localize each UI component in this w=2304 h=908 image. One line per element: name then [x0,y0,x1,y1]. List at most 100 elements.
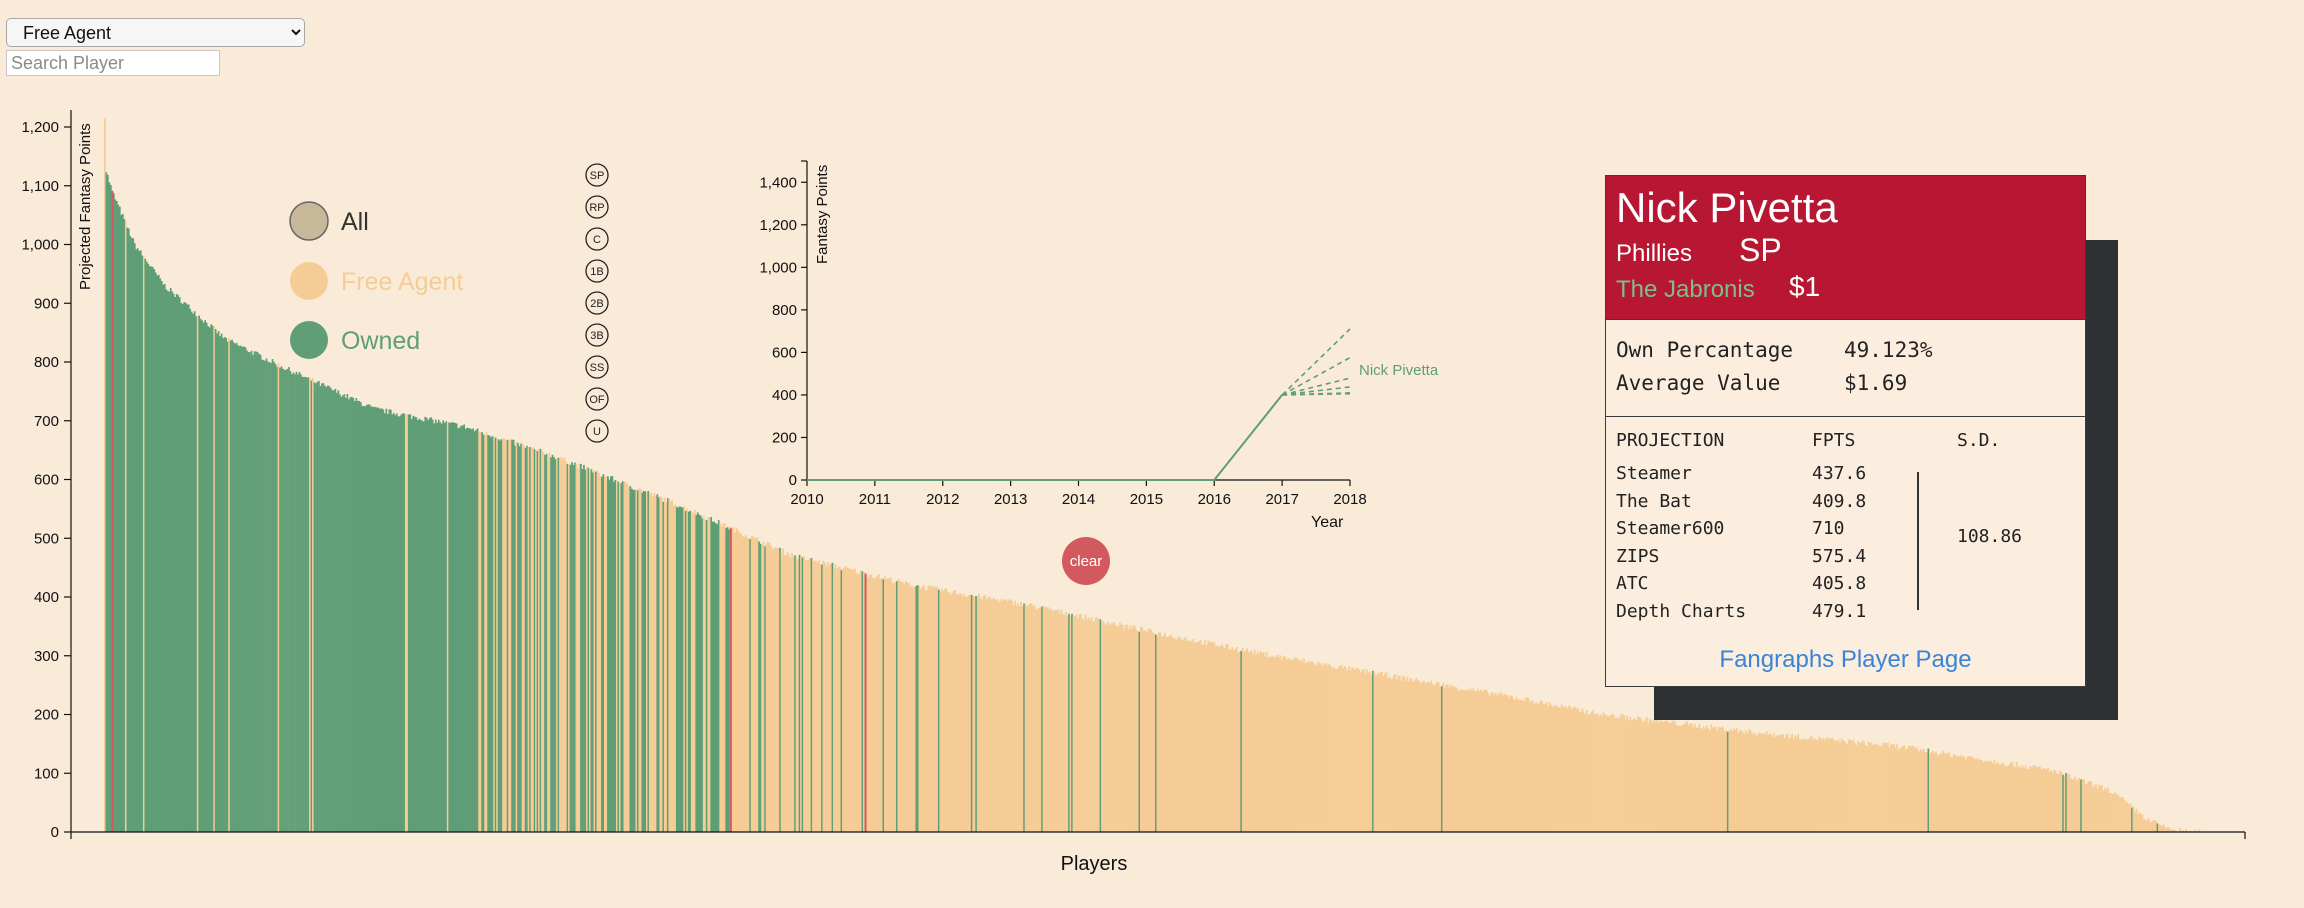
player-bar[interactable] [1225,643,1228,832]
player-bar[interactable] [845,566,847,832]
player-bar[interactable] [130,237,133,832]
player-bar[interactable] [1387,678,1389,832]
player-bar[interactable] [2093,785,2096,832]
player-bar[interactable] [1108,625,1111,832]
player-bar[interactable] [1011,600,1013,832]
player-bar[interactable] [1430,680,1433,832]
player-bar[interactable] [2024,765,2027,832]
player-bar[interactable] [250,350,253,832]
player-bar[interactable] [616,480,618,832]
player-bar[interactable] [1030,603,1033,832]
player-bar[interactable] [1057,609,1060,832]
player-bar[interactable] [481,432,483,832]
player-bar[interactable] [2104,787,2106,832]
player-bar[interactable] [713,521,716,832]
player-bar[interactable] [1436,682,1439,832]
player-bar[interactable] [2023,768,2026,832]
player-bar[interactable] [343,394,346,832]
player-bar-highlight[interactable] [864,573,867,833]
player-bar[interactable] [574,462,576,832]
player-bar[interactable] [400,414,403,832]
player-bar[interactable] [812,562,814,832]
player-bar[interactable] [779,547,781,832]
player-bar[interactable] [1753,732,1756,832]
player-bar[interactable] [330,388,332,832]
player-bar[interactable] [1834,740,1837,832]
player-bar[interactable] [1265,651,1268,832]
player-bar[interactable] [1734,729,1737,832]
player-bar[interactable] [2065,772,2067,832]
player-bar[interactable] [1563,707,1566,832]
player-bar[interactable] [2054,770,2057,832]
player-bar[interactable] [765,542,768,832]
player-bar[interactable] [1267,657,1269,832]
player-bar[interactable] [855,573,858,832]
player-bar[interactable] [1237,651,1240,832]
player-bar[interactable] [1809,737,1811,832]
player-bar[interactable] [642,490,645,832]
player-bar[interactable] [383,413,386,832]
player-bar[interactable] [1713,726,1716,832]
player-bar[interactable] [226,341,229,832]
player-bar[interactable] [1198,640,1201,832]
player-bar[interactable] [714,523,717,832]
player-bar[interactable] [1583,713,1585,832]
player-bar[interactable] [156,275,159,832]
player-bar[interactable] [439,422,442,832]
player-bar[interactable] [1656,718,1659,832]
player-bar[interactable] [1602,712,1605,832]
player-bar[interactable] [473,431,476,832]
player-bar[interactable] [2111,794,2114,832]
player-bar[interactable] [273,361,275,832]
player-bar[interactable] [315,383,317,832]
player-bar[interactable] [1071,613,1073,832]
player-bar[interactable] [1304,663,1307,832]
player-bar[interactable] [1140,626,1142,832]
player-bar[interactable] [1434,683,1437,832]
player-bar[interactable] [366,404,368,832]
player-bar[interactable] [677,507,680,832]
player-bar[interactable] [345,397,347,832]
player-bar[interactable] [1705,725,1708,832]
player-bar[interactable] [858,573,861,832]
player-bar[interactable] [1554,704,1557,832]
player-bar[interactable] [699,515,702,832]
player-bar[interactable] [750,535,753,832]
player-bar[interactable] [803,556,805,832]
player-bar[interactable] [2120,796,2123,832]
player-bar[interactable] [1879,746,1882,832]
player-bar[interactable] [2039,767,2042,832]
player-bar[interactable] [527,447,530,832]
player-bar[interactable] [910,585,913,832]
player-bar[interactable] [1101,621,1103,832]
player-bar[interactable] [719,523,722,832]
player-bar[interactable] [460,425,463,832]
player-bar[interactable] [1342,668,1344,832]
player-bar[interactable] [1911,746,1913,832]
player-bar[interactable] [180,303,183,832]
player-bar[interactable] [1548,702,1551,832]
player-bar[interactable] [1461,689,1464,832]
player-bar[interactable] [884,576,886,832]
player-bar[interactable] [458,427,461,832]
player-bar[interactable] [2179,828,2181,832]
player-bar[interactable] [1649,719,1651,832]
player-bar[interactable] [177,295,180,832]
player-bar[interactable] [1352,667,1355,832]
player-bar[interactable] [2158,824,2160,832]
player-bar[interactable] [1339,665,1341,832]
player-bar[interactable] [909,586,912,832]
player-bar[interactable] [1779,734,1781,832]
player-bar[interactable] [1475,691,1478,832]
player-bar[interactable] [1878,745,1880,832]
player-bar[interactable] [1210,642,1213,832]
player-bar[interactable] [578,463,581,832]
player-bar[interactable] [762,541,765,832]
player-bar[interactable] [2050,770,2052,832]
player-bar[interactable] [839,566,841,832]
player-bar[interactable] [2075,780,2078,832]
player-bar[interactable] [427,420,430,832]
player-bar[interactable] [108,182,111,833]
player-bar[interactable] [388,409,391,832]
player-bar[interactable] [1502,695,1505,832]
